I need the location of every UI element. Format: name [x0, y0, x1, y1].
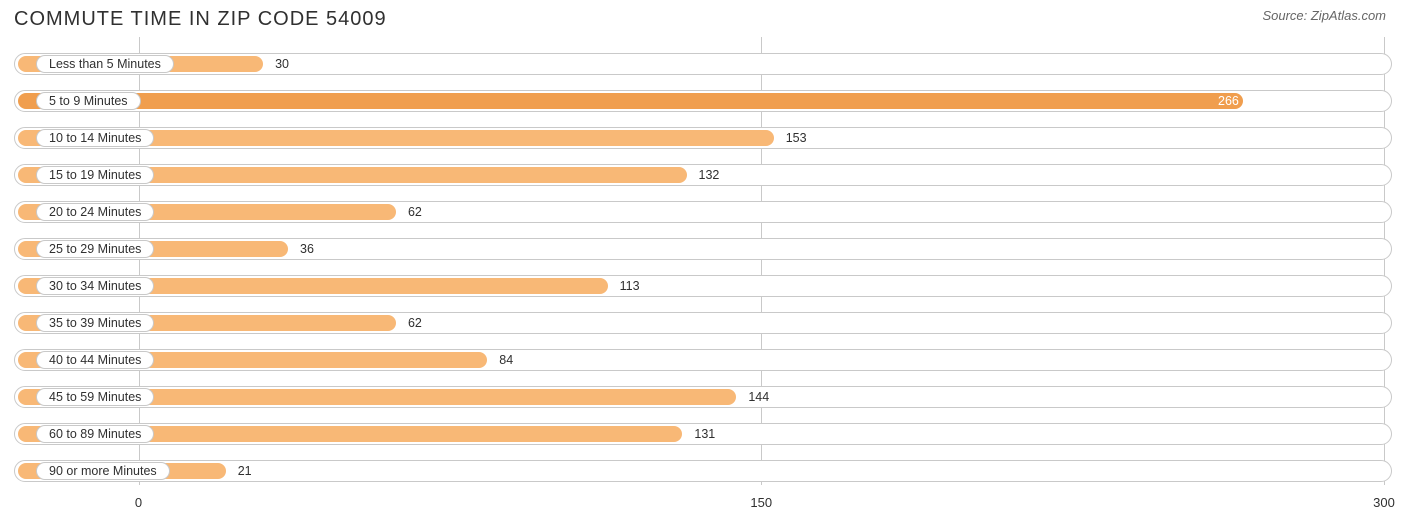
- bar-value-label: 36: [300, 241, 314, 257]
- bar-value-label: 113: [620, 278, 640, 294]
- bar-value-label: 144: [748, 389, 769, 405]
- bar-value-label: 266: [1218, 93, 1239, 109]
- chart-title: COMMUTE TIME IN ZIP CODE 54009: [14, 8, 387, 31]
- category-label: 20 to 24 Minutes: [36, 203, 154, 221]
- bar-row: 60 to 89 Minutes 131: [14, 419, 1392, 449]
- bar-row: Less than 5 Minutes 30: [14, 49, 1392, 79]
- category-label: 35 to 39 Minutes: [36, 314, 154, 332]
- x-axis-tick-label: 300: [1373, 495, 1395, 510]
- bar-value-label: 62: [408, 204, 422, 220]
- bar-row: 45 to 59 Minutes 144: [14, 382, 1392, 412]
- bar-row: 15 to 19 Minutes 132: [14, 160, 1392, 190]
- bar-row: 35 to 39 Minutes 62: [14, 308, 1392, 338]
- category-label: 25 to 29 Minutes: [36, 240, 154, 258]
- bar-value-label: 21: [238, 463, 252, 479]
- category-label: 10 to 14 Minutes: [36, 129, 154, 147]
- bar-row: 10 to 14 Minutes 153: [14, 123, 1392, 153]
- category-label: 45 to 59 Minutes: [36, 388, 154, 406]
- chart-x-axis: 0 150 300: [14, 493, 1392, 517]
- x-axis-tick-label: 150: [750, 495, 772, 510]
- category-label: 5 to 9 Minutes: [36, 92, 141, 110]
- x-axis-tick-label: 0: [135, 495, 142, 510]
- bar-row: 5 to 9 Minutes 266: [14, 86, 1392, 116]
- bar-fill: [18, 93, 1243, 109]
- bar-value-label: 30: [275, 56, 289, 72]
- category-label: 90 or more Minutes: [36, 462, 170, 480]
- bar-value-label: 132: [699, 167, 720, 183]
- bar-value-label: 153: [786, 130, 807, 146]
- category-label: Less than 5 Minutes: [36, 55, 174, 73]
- category-label: 30 to 34 Minutes: [36, 277, 154, 295]
- bar-row: 20 to 24 Minutes 62: [14, 197, 1392, 227]
- category-label: 40 to 44 Minutes: [36, 351, 154, 369]
- bar-row: 90 or more Minutes 21: [14, 456, 1392, 486]
- bar-value-label: 84: [499, 352, 513, 368]
- bar-value-label: 62: [408, 315, 422, 331]
- chart-source: Source: ZipAtlas.com: [1262, 8, 1386, 23]
- chart-plot-area: Less than 5 Minutes 30 5 to 9 Minutes 266 10…: [0, 37, 1406, 486]
- chart-header: COMMUTE TIME IN ZIP CODE 54009 Source: Z…: [0, 0, 1406, 37]
- bar-row: 30 to 34 Minutes 113: [14, 271, 1392, 301]
- bar-row: 25 to 29 Minutes 36: [14, 234, 1392, 264]
- bar-row: 40 to 44 Minutes 84: [14, 345, 1392, 375]
- category-label: 60 to 89 Minutes: [36, 425, 154, 443]
- category-label: 15 to 19 Minutes: [36, 166, 154, 184]
- bar-value-label: 131: [694, 426, 715, 442]
